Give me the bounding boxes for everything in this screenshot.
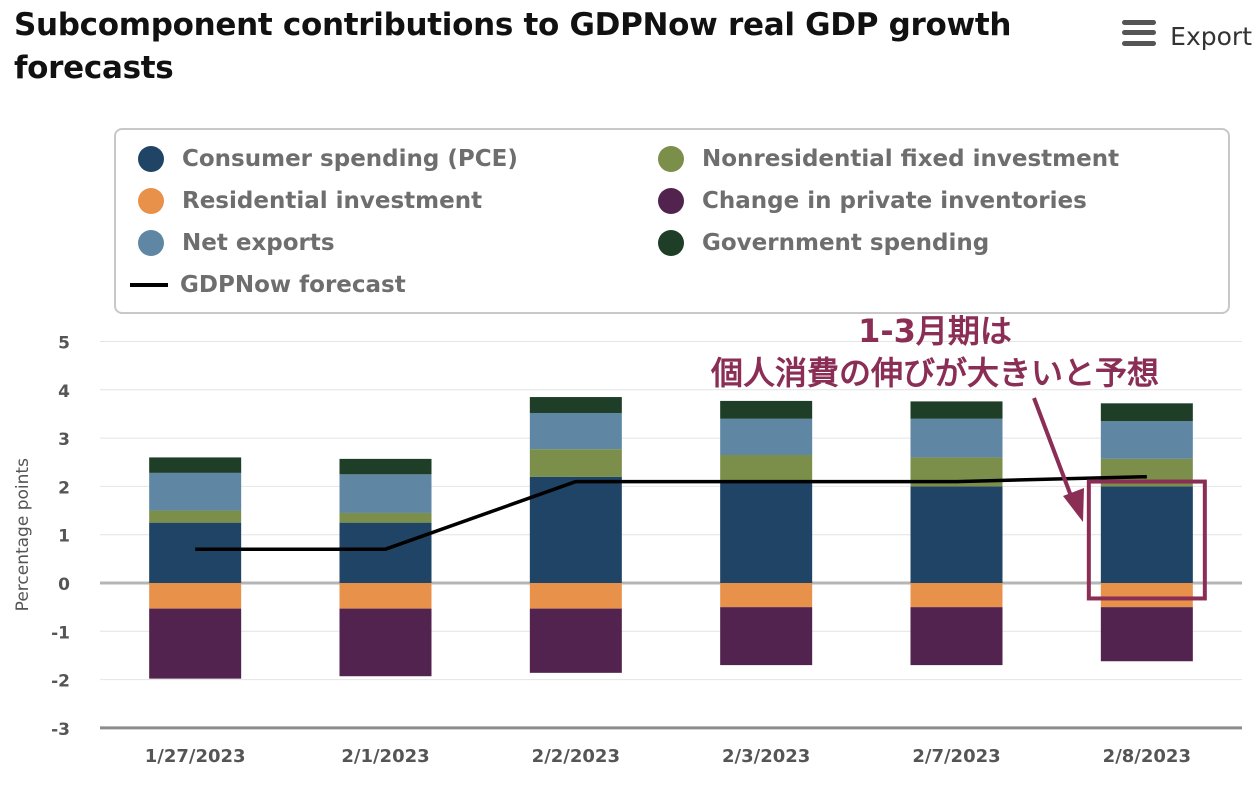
- legend-item-gdpnow[interactable]: GDPNow forecast: [130, 272, 406, 298]
- annotation-highlight-box: [1086, 479, 1207, 601]
- bar-segment: [149, 510, 242, 523]
- bar-segment: [720, 607, 813, 666]
- y-tick-label: 5: [58, 334, 70, 354]
- legend-item-pce[interactable]: Consumer spending (PCE): [138, 146, 518, 172]
- y-tick-label: -2: [51, 672, 70, 692]
- y-tick-label: 1: [58, 527, 70, 547]
- bar-segment: [149, 608, 242, 679]
- legend-label-government: Government spending: [702, 230, 990, 256]
- bar-segment: [910, 486, 1003, 583]
- bar-segment: [149, 472, 242, 511]
- legend-label-pce: Consumer spending (PCE): [182, 146, 518, 172]
- bar-segment: [529, 449, 622, 477]
- legend-marker-residential: [138, 188, 164, 214]
- bar-segment: [910, 401, 1003, 419]
- x-tick-label: 2/8/2023: [1103, 746, 1191, 767]
- bar-segment: [720, 481, 813, 583]
- export-button[interactable]: Export: [1122, 14, 1252, 51]
- annotation-arrow-head: [1063, 488, 1084, 522]
- annotation-arrow-shaft: [1032, 397, 1076, 505]
- legend-item-net-exports[interactable]: Net exports: [138, 230, 335, 256]
- x-tick-label: 1/27/2023: [145, 746, 246, 767]
- legend-label-inventories: Change in private inventories: [702, 188, 1087, 214]
- legend-label-nonresidential: Nonresidential fixed investment: [702, 146, 1120, 172]
- y-axis-title: Percentage points: [13, 458, 33, 611]
- bar-segment: [720, 418, 813, 456]
- legend-marker-government: [658, 230, 684, 256]
- bar-segment: [529, 397, 622, 413]
- chart-legend: Consumer spending (PCE) Nonresidential f…: [114, 128, 1230, 314]
- bar-segment: [720, 583, 813, 608]
- legend-marker-gdpnow: [130, 283, 168, 287]
- bar-segment: [339, 512, 432, 523]
- bar-segment: [529, 583, 622, 609]
- y-tick-label: 4: [58, 382, 70, 402]
- legend-marker-pce: [138, 146, 164, 172]
- y-tick-label: -3: [51, 720, 70, 740]
- gdpnow-forecast-line: [195, 474, 1147, 551]
- bar-segment: [339, 522, 432, 583]
- legend-marker-nonresidential: [658, 146, 684, 172]
- bar-segment: [529, 608, 622, 673]
- legend-item-inventories[interactable]: Change in private inventories: [658, 188, 1087, 214]
- annotation-line-1: 1-3月期は: [858, 312, 1012, 350]
- legend-label-net-exports: Net exports: [182, 230, 335, 256]
- bar-segment: [1100, 403, 1193, 422]
- legend-label-residential: Residential investment: [182, 188, 483, 214]
- export-label: Export: [1170, 22, 1252, 51]
- bar-segment: [529, 412, 622, 450]
- legend-label-gdpnow: GDPNow forecast: [180, 272, 406, 298]
- bar-segment: [339, 458, 432, 475]
- y-tick-label: 0: [58, 575, 70, 595]
- chart-title: Subcomponent contributions to GDPNow rea…: [14, 7, 1012, 86]
- x-tick-label: 2/1/2023: [341, 746, 429, 767]
- annotation-line-2: 個人消費の伸びが大きいと予想: [710, 354, 1159, 392]
- legend-marker-inventories: [658, 188, 684, 214]
- bar-segment: [149, 457, 242, 473]
- bar-segment: [339, 583, 432, 609]
- bar-segment: [910, 418, 1003, 458]
- bar-segment: [1100, 486, 1193, 583]
- y-tick-label: 2: [58, 478, 70, 498]
- bar-segment: [339, 608, 432, 677]
- hamburger-menu-icon[interactable]: [1122, 19, 1157, 46]
- bar-segment: [1100, 607, 1193, 662]
- bar-segment: [720, 455, 813, 482]
- bar-segment: [149, 583, 242, 609]
- legend-item-government[interactable]: Government spending: [658, 230, 989, 256]
- bar-segment: [339, 474, 432, 513]
- bar-segment: [529, 476, 622, 583]
- y-tick-label: -1: [51, 623, 70, 643]
- legend-item-nonresidential[interactable]: Nonresidential fixed investment: [658, 146, 1119, 172]
- bar-segment: [910, 607, 1003, 666]
- bar-segment: [910, 583, 1003, 608]
- bar-segment: [1100, 421, 1193, 459]
- legend-item-residential[interactable]: Residential investment: [138, 188, 482, 214]
- x-tick-label: 2/3/2023: [722, 746, 810, 767]
- x-tick-label: 2/7/2023: [912, 746, 1000, 767]
- bar-segment: [149, 522, 242, 583]
- y-tick-label: 3: [58, 430, 70, 450]
- x-tick-label: 2/2/2023: [532, 746, 620, 767]
- bar-segment: [720, 400, 813, 419]
- bar-segment: [1100, 583, 1193, 608]
- legend-marker-net-exports: [138, 230, 164, 256]
